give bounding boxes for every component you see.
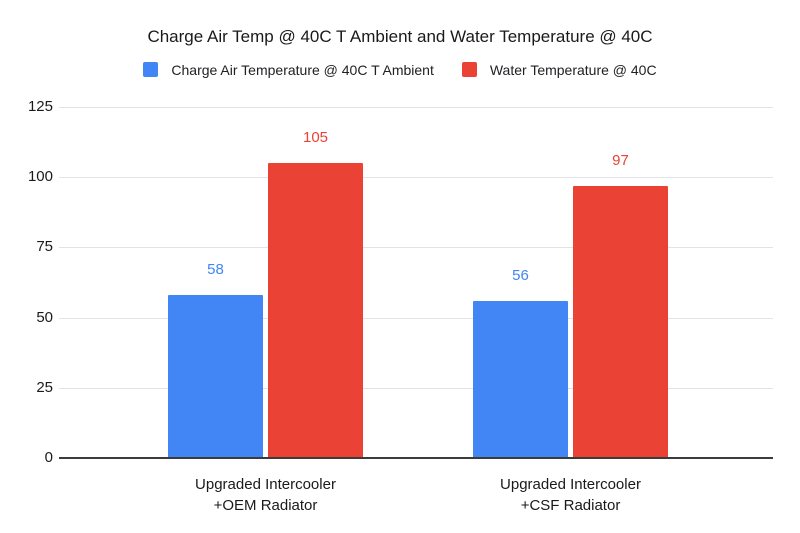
gridline — [59, 107, 773, 108]
legend-label-charge-air-temperature: Charge Air Temperature @ 40C T Ambient — [171, 61, 434, 78]
bar-water-group1 — [268, 163, 363, 458]
bar-value-label: 105 — [302, 129, 329, 146]
gridline — [59, 387, 773, 389]
bar-value-label: 56 — [512, 267, 529, 284]
gridline — [59, 177, 773, 179]
x-axis-baseline — [59, 457, 773, 459]
y-tick-label: 50 — [36, 308, 53, 326]
y-tick-label: 125 — [27, 98, 53, 115]
bar-charge-air-group1 — [168, 295, 263, 458]
y-tick-label: 75 — [36, 238, 53, 256]
x-axis-category-label: Upgraded Intercooler +OEM Radiator — [195, 476, 336, 514]
legend-item-water-temperature: Water Temperature @ 40C — [461, 61, 657, 78]
bar-charge-air-group2 — [473, 301, 568, 458]
y-tick-label: 100 — [27, 168, 53, 186]
legend-swatch-blue-icon — [143, 62, 159, 77]
gridline — [59, 247, 773, 249]
chart-legend: Charge Air Temperature @ 40C T Ambient W… — [0, 61, 800, 78]
legend-swatch-red-icon — [461, 62, 477, 77]
chart-title: Charge Air Temp @ 40C T Ambient and Wate… — [147, 27, 653, 46]
x-axis-category-label: Upgraded Intercooler +CSF Radiator — [500, 476, 641, 514]
gridline — [59, 317, 773, 319]
y-tick-label: 0 — [44, 449, 53, 466]
y-tick-label: 25 — [36, 378, 53, 396]
bar-water-group2 — [573, 186, 668, 458]
bar-value-label: 97 — [612, 152, 629, 169]
bar-value-label: 58 — [207, 261, 224, 278]
legend-label-water-temperature: Water Temperature @ 40C — [489, 61, 657, 78]
legend-item-charge-air-temperature: Charge Air Temperature @ 40C T Ambient — [143, 61, 434, 78]
